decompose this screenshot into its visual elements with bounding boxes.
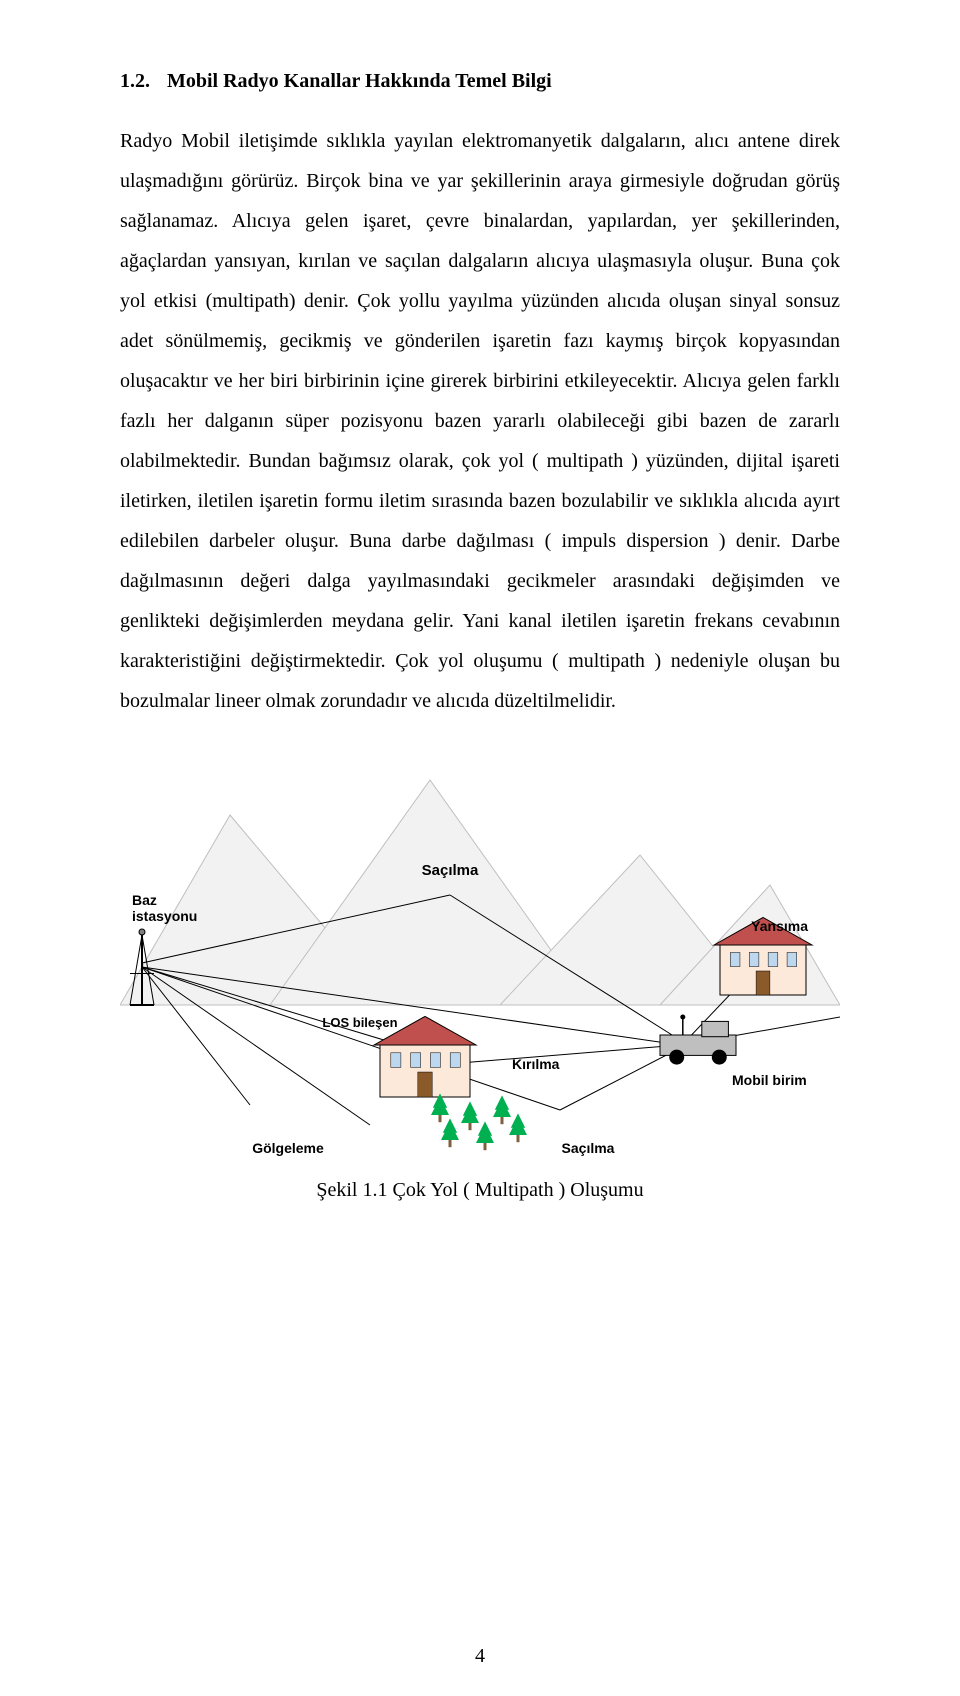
section-heading: 1.2. Mobil Radyo Kanallar Hakkında Temel… (120, 70, 840, 93)
page-number: 4 (0, 1645, 960, 1668)
svg-text:Yansıma: Yansıma (751, 918, 808, 934)
heading-number: 1.2. (120, 70, 162, 93)
svg-text:Saçılma: Saçılma (422, 862, 479, 879)
multipath-diagram: Saçılma Bazistasyonu Yansıma LOS bileşen Kır… (120, 745, 840, 1165)
svg-text:Saçılma: Saçılma (562, 1140, 615, 1156)
svg-text:istasyonu: istasyonu (132, 908, 197, 924)
svg-text:Kırılma: Kırılma (512, 1056, 560, 1072)
figure-multipath: Saçılma Bazistasyonu Yansıma LOS bileşen Kır… (120, 745, 840, 1202)
svg-text:LOS bileşen: LOS bileşen (322, 1015, 397, 1030)
body-paragraph: Radyo Mobil iletişimde sıklıkla yayılan … (120, 121, 840, 721)
page: 1.2. Mobil Radyo Kanallar Hakkında Temel… (0, 0, 960, 1696)
heading-title: Mobil Radyo Kanallar Hakkında Temel Bilg… (167, 70, 552, 92)
svg-text:Baz: Baz (132, 892, 157, 908)
figure-caption: Şekil 1.1 Çok Yol ( Multipath ) Oluşumu (120, 1179, 840, 1202)
svg-text:Gölgeleme: Gölgeleme (252, 1140, 324, 1156)
svg-text:Mobil birim: Mobil birim (732, 1072, 807, 1088)
